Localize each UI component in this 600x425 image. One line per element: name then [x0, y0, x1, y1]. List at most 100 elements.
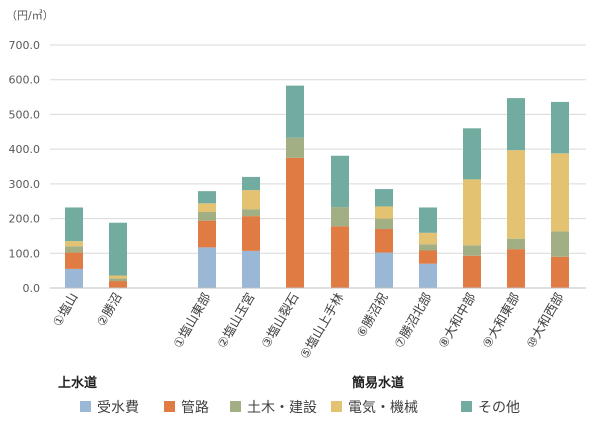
legend: 受水費 管路 土木・建設 電気・機械 その他: [80, 400, 520, 416]
bar-segment: [198, 220, 216, 248]
bar-segment: [242, 216, 260, 251]
x-tick-label: ②塩山玉宮: [214, 290, 258, 351]
bar-segment: [463, 128, 481, 180]
bar-segment: [242, 250, 260, 288]
bar-segment: [65, 241, 83, 247]
x-tick-label: ⑧大和中部: [435, 290, 479, 351]
bar-segment: [331, 207, 349, 227]
bar-segment: [419, 250, 437, 264]
group-labels: 上水道 簡易水道: [58, 375, 404, 391]
y-tick-label: 0.0: [23, 282, 41, 295]
bar-segment: [242, 209, 260, 217]
x-tick-label: ②勝沼: [93, 290, 124, 329]
y-tick-label: 600.0: [9, 74, 41, 87]
legend-swatch: [331, 401, 342, 412]
bar-segment: [551, 153, 569, 232]
bar-segment: [507, 98, 525, 151]
bar-segment: [65, 246, 83, 253]
bar-stack: [551, 101, 569, 288]
bar-stack: [507, 98, 525, 288]
bar-segment: [109, 278, 127, 282]
x-tick-label: ⑤塩山上手林: [297, 290, 347, 362]
bar-stack: [419, 207, 437, 288]
bar-segment: [551, 231, 569, 257]
bar-segment: [507, 249, 525, 288]
bar-stack: [331, 155, 349, 288]
legend-label: 土木・建設: [247, 400, 317, 416]
bar-stack: [65, 207, 83, 288]
group-label: 上水道: [58, 375, 97, 391]
bar-stack: [242, 176, 260, 288]
bar-segment: [463, 245, 481, 256]
bar-segment: [286, 157, 304, 288]
y-tick-label: 200.0: [9, 213, 41, 226]
bar-segment: [375, 189, 393, 207]
bar-segment: [65, 252, 83, 269]
bar-segment: [286, 85, 304, 138]
bar-segment: [286, 137, 304, 158]
legend-label: 管路: [181, 400, 209, 416]
y-tick-label: 700.0: [9, 39, 41, 52]
legend-label: 受水費: [97, 400, 139, 416]
bar-segment: [198, 247, 216, 288]
bar-segment: [242, 190, 260, 210]
bar-stack: [109, 222, 127, 288]
bar-segment: [65, 207, 83, 242]
bar-segment: [551, 101, 569, 154]
legend-item: 受水費: [80, 400, 139, 416]
bar-segment: [507, 238, 525, 250]
bar-segment: [463, 179, 481, 246]
bar-segment: [242, 176, 260, 191]
bar-segment: [65, 268, 83, 288]
legend-swatch: [461, 401, 472, 412]
bar-segment: [375, 218, 393, 229]
bar-segment: [331, 226, 349, 288]
x-tick-label: ①塩山東部: [170, 290, 214, 351]
legend-label: その他: [478, 400, 520, 416]
legend-label: 電気・機械: [348, 400, 418, 416]
group-label: 簡易水道: [351, 375, 404, 391]
y-tick-label: 300.0: [9, 178, 41, 191]
bar-segment: [331, 155, 349, 208]
legend-swatch: [80, 401, 91, 412]
bar-segment: [198, 203, 216, 212]
bar-stack: [198, 191, 216, 288]
x-tick-label: ⑩大和西部: [523, 290, 567, 351]
bar-segment: [463, 255, 481, 288]
bar-segment: [419, 207, 437, 233]
bar-segment: [198, 211, 216, 221]
y-unit-label: （円/㎥）: [6, 9, 54, 22]
bar-stack: [286, 85, 304, 288]
bar-segment: [375, 206, 393, 219]
bar-segment: [109, 281, 127, 288]
legend-item: 管路: [164, 400, 209, 416]
bar-segment: [109, 275, 127, 279]
legend-item: その他: [461, 400, 520, 416]
bar-segment: [419, 263, 437, 288]
bar-stack: [463, 128, 481, 288]
y-tick-label: 100.0: [9, 247, 41, 260]
y-axis-ticks: 0.0 100.0 200.0 300.0 400.0 500.0 600.0 700.0: [9, 39, 41, 295]
y-tick-label: 400.0: [9, 143, 41, 156]
bar-segment: [198, 191, 216, 204]
x-tick-label: ⑦勝沼北部: [391, 290, 435, 351]
x-tick-label: ⑥勝沼祝: [353, 290, 391, 340]
bar-segment: [507, 150, 525, 239]
legend-swatch: [230, 401, 241, 412]
gridlines: [50, 44, 586, 254]
legend-swatch: [164, 401, 175, 412]
bar-segment: [375, 228, 393, 253]
bars: [65, 85, 569, 288]
legend-item: 土木・建設: [230, 400, 317, 416]
bar-segment: [375, 252, 393, 288]
bar-segment: [109, 222, 127, 276]
x-tick-label: ①塩山: [49, 290, 80, 329]
x-tick-label: ⑨大和東部: [479, 290, 523, 351]
bar-stack: [375, 189, 393, 288]
legend-item: 電気・機械: [331, 400, 418, 416]
y-tick-label: 500.0: [9, 108, 41, 121]
x-tick-label: ③塩山裂石: [258, 290, 302, 351]
bar-segment: [551, 256, 569, 288]
